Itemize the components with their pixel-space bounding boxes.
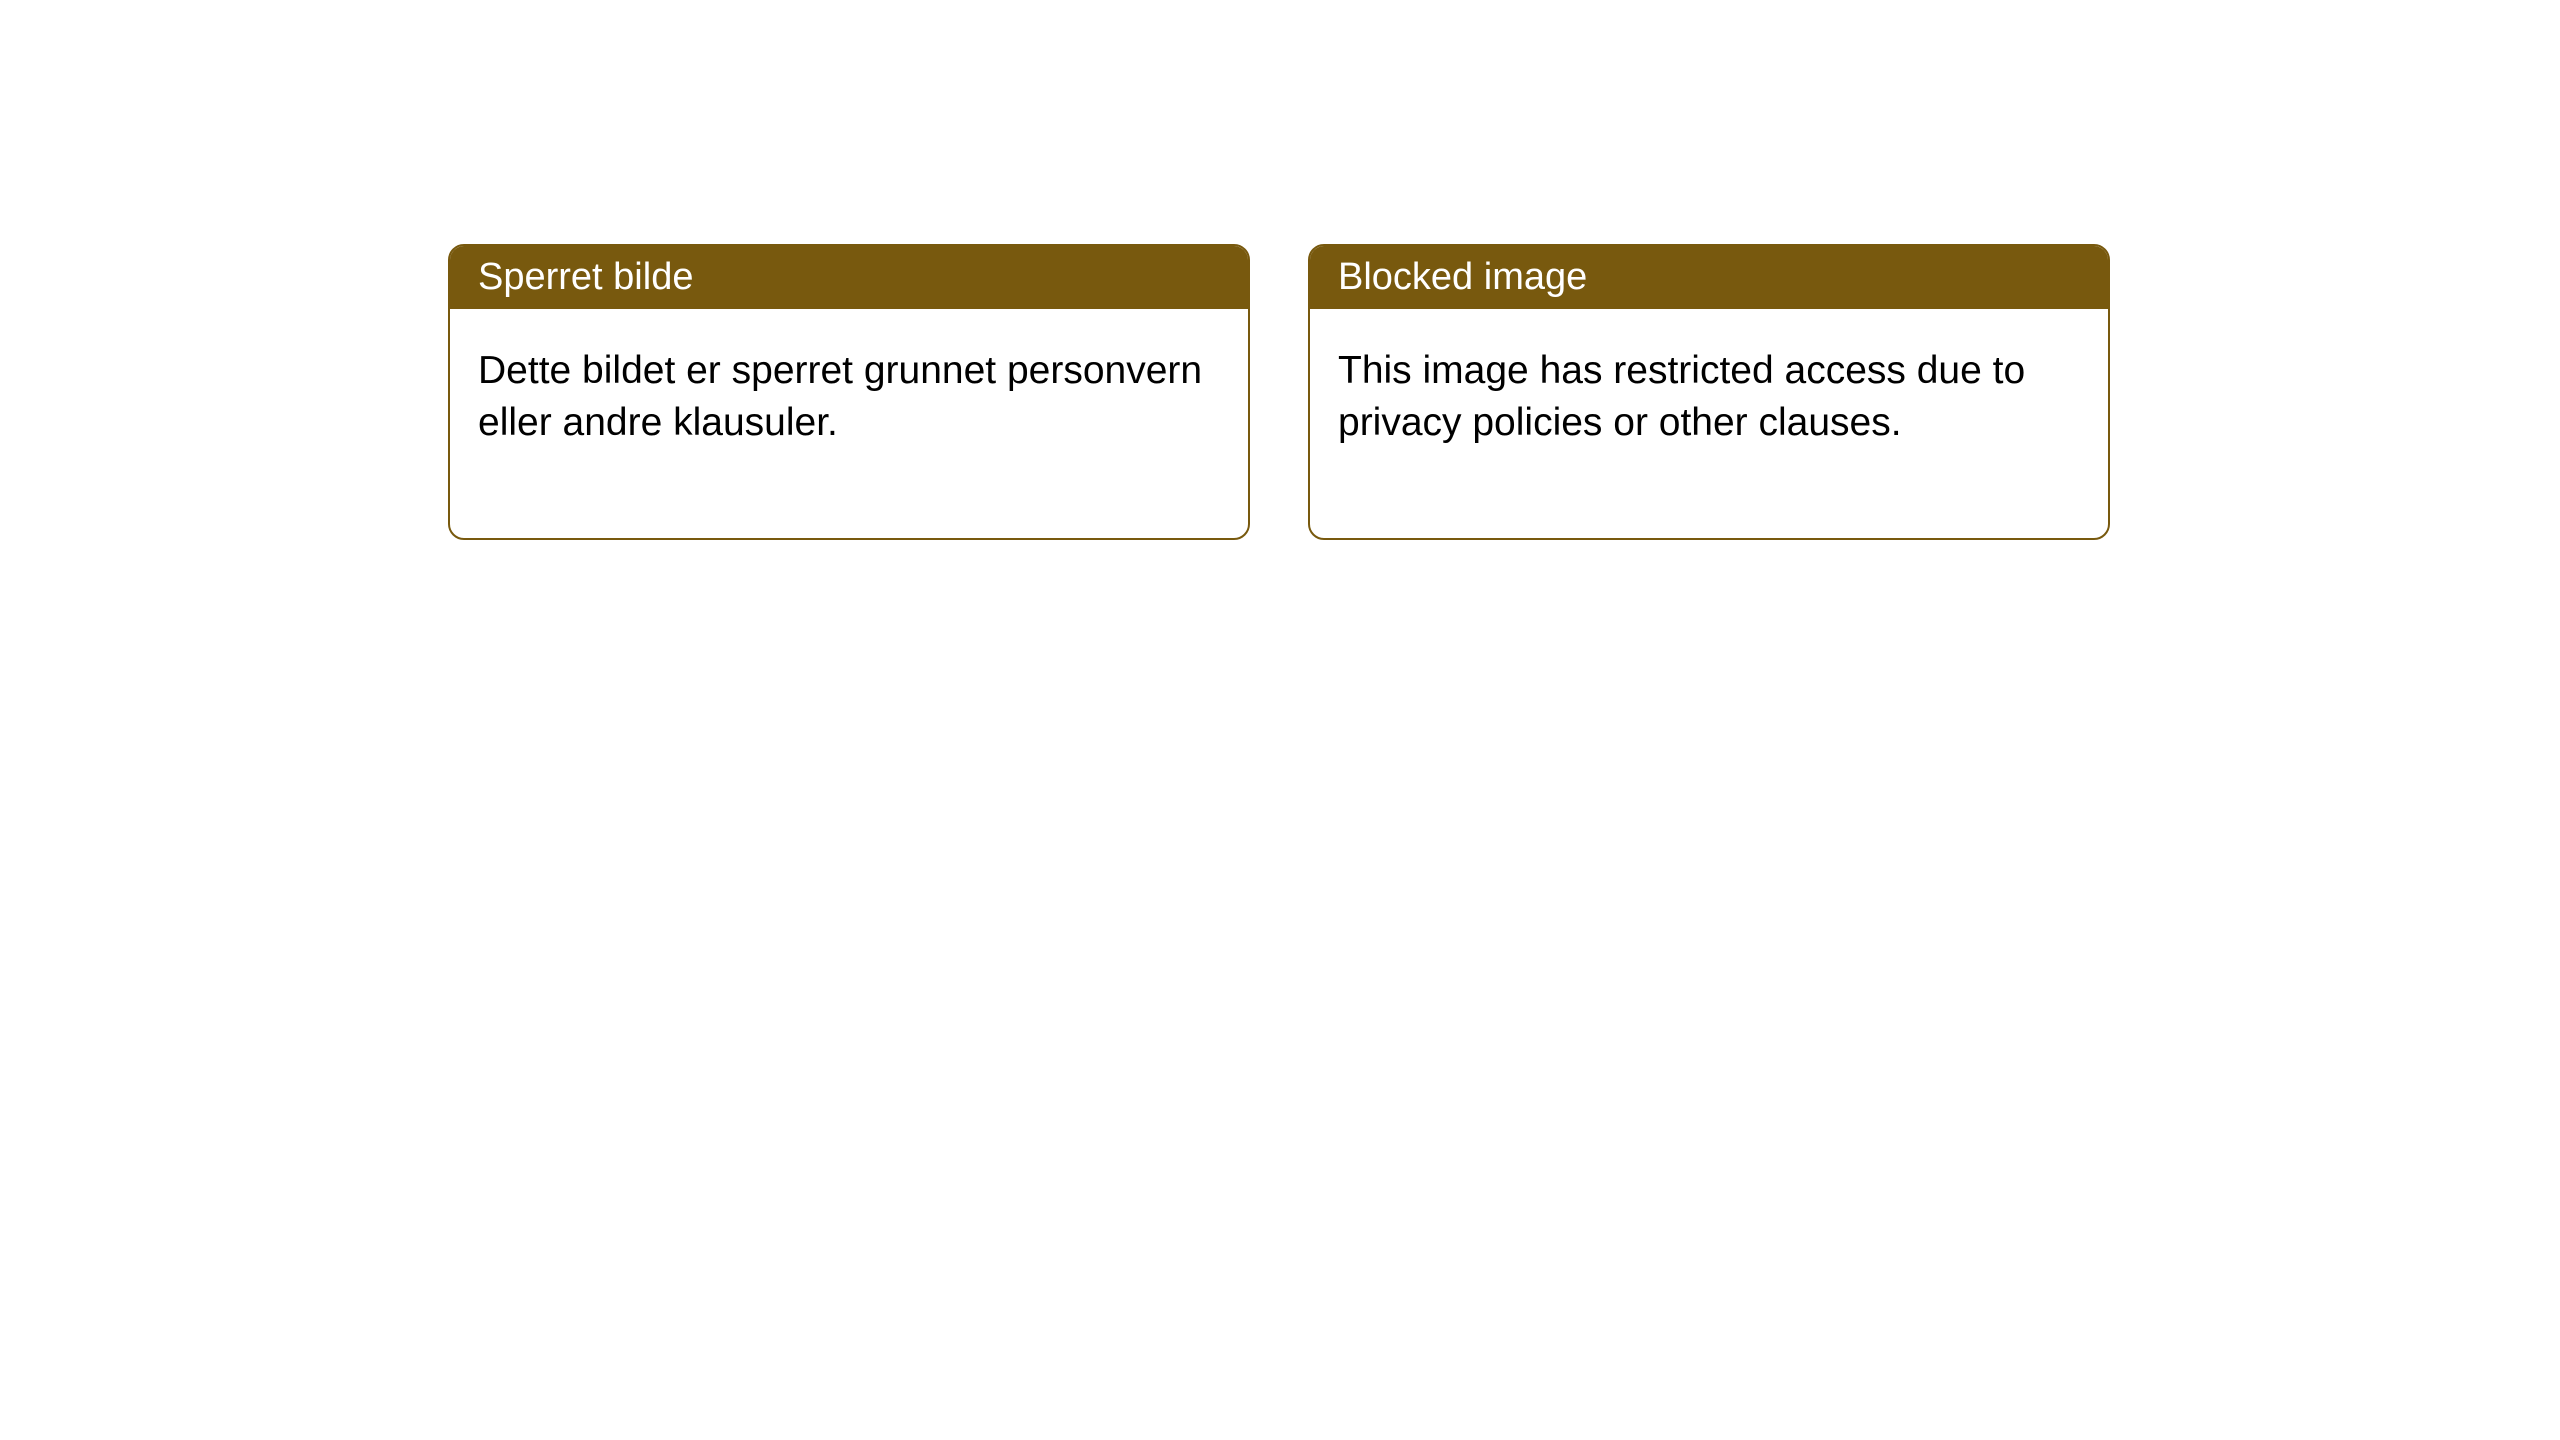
notice-card-norwegian: Sperret bilde Dette bildet er sperret gr… — [448, 244, 1250, 540]
notice-body: Dette bildet er sperret grunnet personve… — [450, 309, 1248, 538]
notice-title: Blocked image — [1310, 246, 2108, 309]
notice-card-english: Blocked image This image has restricted … — [1308, 244, 2110, 540]
notice-container: Sperret bilde Dette bildet er sperret gr… — [0, 0, 2560, 540]
notice-title: Sperret bilde — [450, 246, 1248, 309]
notice-body: This image has restricted access due to … — [1310, 309, 2108, 538]
